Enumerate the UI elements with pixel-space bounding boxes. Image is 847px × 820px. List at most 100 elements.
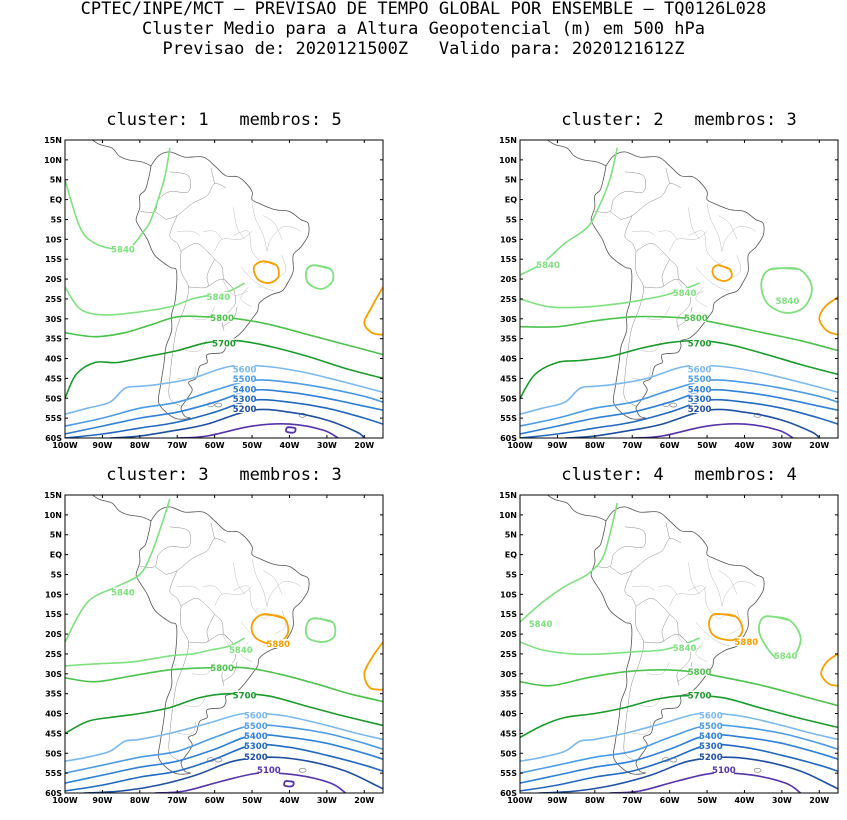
contour-line-5840 bbox=[65, 637, 245, 667]
contour-line-5500 bbox=[520, 724, 838, 774]
lat-tick-label: 30S bbox=[45, 315, 62, 324]
contour-line-5500 bbox=[65, 724, 383, 774]
contour-line-5500 bbox=[65, 379, 383, 427]
lat-tick-label: 10S bbox=[500, 235, 517, 244]
contour-edge-5880 bbox=[363, 286, 383, 336]
lat-tick-label: 45S bbox=[45, 374, 62, 383]
state-border bbox=[221, 278, 249, 296]
state-border bbox=[706, 558, 723, 607]
lon-tick-label: 70W bbox=[622, 796, 642, 805]
island bbox=[214, 402, 223, 408]
contour-label-bg bbox=[674, 642, 695, 652]
contour-map: 5840 5840 5840 5800 5700 56005500540053005200… bbox=[499, 136, 839, 450]
state-border bbox=[658, 585, 678, 595]
lat-tick-label: 5N bbox=[50, 176, 62, 185]
state-border bbox=[177, 230, 200, 236]
country-border bbox=[221, 661, 238, 682]
state-border bbox=[266, 581, 301, 607]
lat-tick-label: 25S bbox=[45, 295, 62, 304]
contour-label-5840: 5840 bbox=[536, 261, 560, 271]
map-frame bbox=[519, 494, 839, 794]
lat-tick-label: 30S bbox=[500, 315, 517, 324]
lat-tick-label: 45S bbox=[500, 374, 517, 383]
country-border bbox=[662, 278, 689, 290]
lat-tick-label: 30S bbox=[45, 670, 62, 679]
state-border bbox=[639, 693, 663, 707]
contour-label-bg bbox=[268, 639, 289, 648]
lat-tick-label: 10N bbox=[44, 156, 62, 165]
country-border bbox=[662, 633, 689, 645]
lat-tick-label: 10N bbox=[44, 511, 62, 520]
contour-label-5840: 5840 bbox=[776, 297, 800, 307]
contour-label-bg bbox=[700, 710, 721, 720]
contour-line-5800 bbox=[65, 315, 383, 356]
contour-label-bg bbox=[538, 260, 559, 270]
state-border bbox=[240, 266, 275, 292]
lat-tick-label: 45S bbox=[45, 729, 62, 738]
lat-tick-label: 40S bbox=[45, 355, 62, 364]
lon-tick-label: 40W bbox=[279, 441, 299, 450]
contour-label-bg bbox=[208, 291, 229, 301]
country-border bbox=[165, 183, 227, 220]
contour-closed-5880 bbox=[250, 613, 290, 645]
state-border bbox=[729, 610, 742, 635]
main-subtitle: Cluster Medio para a Altura Geopotencial… bbox=[142, 19, 705, 39]
contour-label-bg bbox=[689, 690, 710, 700]
contour-label-bg bbox=[685, 313, 706, 323]
map-layer bbox=[520, 140, 838, 438]
contour-label-5100: 5100 bbox=[712, 766, 736, 776]
contour-label-bg bbox=[234, 364, 255, 374]
contour-label-5600: 5600 bbox=[233, 365, 257, 375]
contour-label-bg bbox=[234, 394, 255, 404]
contour-label-bg bbox=[234, 374, 255, 384]
lat-tick-label: 35S bbox=[45, 335, 62, 344]
contour-label-5300: 5300 bbox=[699, 742, 723, 752]
contour-label-5200: 5200 bbox=[244, 753, 268, 763]
contour-line-5700 bbox=[520, 339, 838, 399]
coastline bbox=[546, 495, 607, 522]
state-border bbox=[695, 641, 708, 663]
state-border bbox=[263, 215, 283, 240]
state-border bbox=[233, 562, 245, 595]
contour-line-5300 bbox=[65, 743, 383, 792]
state-border bbox=[240, 286, 253, 308]
lat-tick-label: 20S bbox=[500, 275, 517, 284]
contour-label-bg bbox=[214, 338, 234, 348]
coastline bbox=[135, 506, 310, 775]
state-border bbox=[695, 621, 730, 647]
cluster-panel-1: cluster: 1 membros: 5 5840 5840 5800 5700 56… bbox=[0, 110, 420, 465]
coastline bbox=[546, 140, 607, 167]
contour-label-5200: 5200 bbox=[688, 405, 712, 415]
state-border bbox=[177, 585, 200, 591]
country-border bbox=[188, 259, 215, 289]
lat-tick-label: 25S bbox=[500, 295, 517, 304]
state-border bbox=[669, 231, 708, 252]
contour-label-bg bbox=[258, 764, 279, 774]
state-border bbox=[214, 231, 253, 252]
contour-line-5600 bbox=[65, 712, 383, 762]
contour-label-bg bbox=[700, 741, 721, 751]
contour-label-5840: 5840 bbox=[207, 293, 231, 303]
contour-line-5300 bbox=[520, 743, 838, 792]
lon-tick-label: 90W bbox=[547, 796, 567, 805]
lat-tick-label: 5N bbox=[505, 176, 517, 185]
contour-label-bg bbox=[689, 384, 710, 394]
lon-tick-label: 100W bbox=[507, 796, 533, 805]
contour-line-5300 bbox=[520, 398, 838, 438]
contour-edge-5880 bbox=[818, 296, 838, 336]
contour-label-5840: 5840 bbox=[673, 644, 697, 654]
contour-label-bg bbox=[700, 731, 721, 741]
lon-tick-label: 30W bbox=[317, 441, 337, 450]
lat-tick-label: 10S bbox=[45, 235, 62, 244]
state-border bbox=[266, 226, 301, 252]
contour-line-5840 bbox=[520, 502, 619, 623]
lat-tick-label: 60S bbox=[45, 789, 62, 798]
state-border bbox=[658, 230, 678, 240]
country-border bbox=[139, 526, 192, 568]
country-border bbox=[623, 606, 644, 762]
lat-tick-label: 10N bbox=[499, 156, 517, 165]
contour-label-bg bbox=[230, 644, 251, 654]
contour-label-5600: 5600 bbox=[688, 365, 712, 375]
contour-label-5800: 5800 bbox=[688, 668, 712, 678]
